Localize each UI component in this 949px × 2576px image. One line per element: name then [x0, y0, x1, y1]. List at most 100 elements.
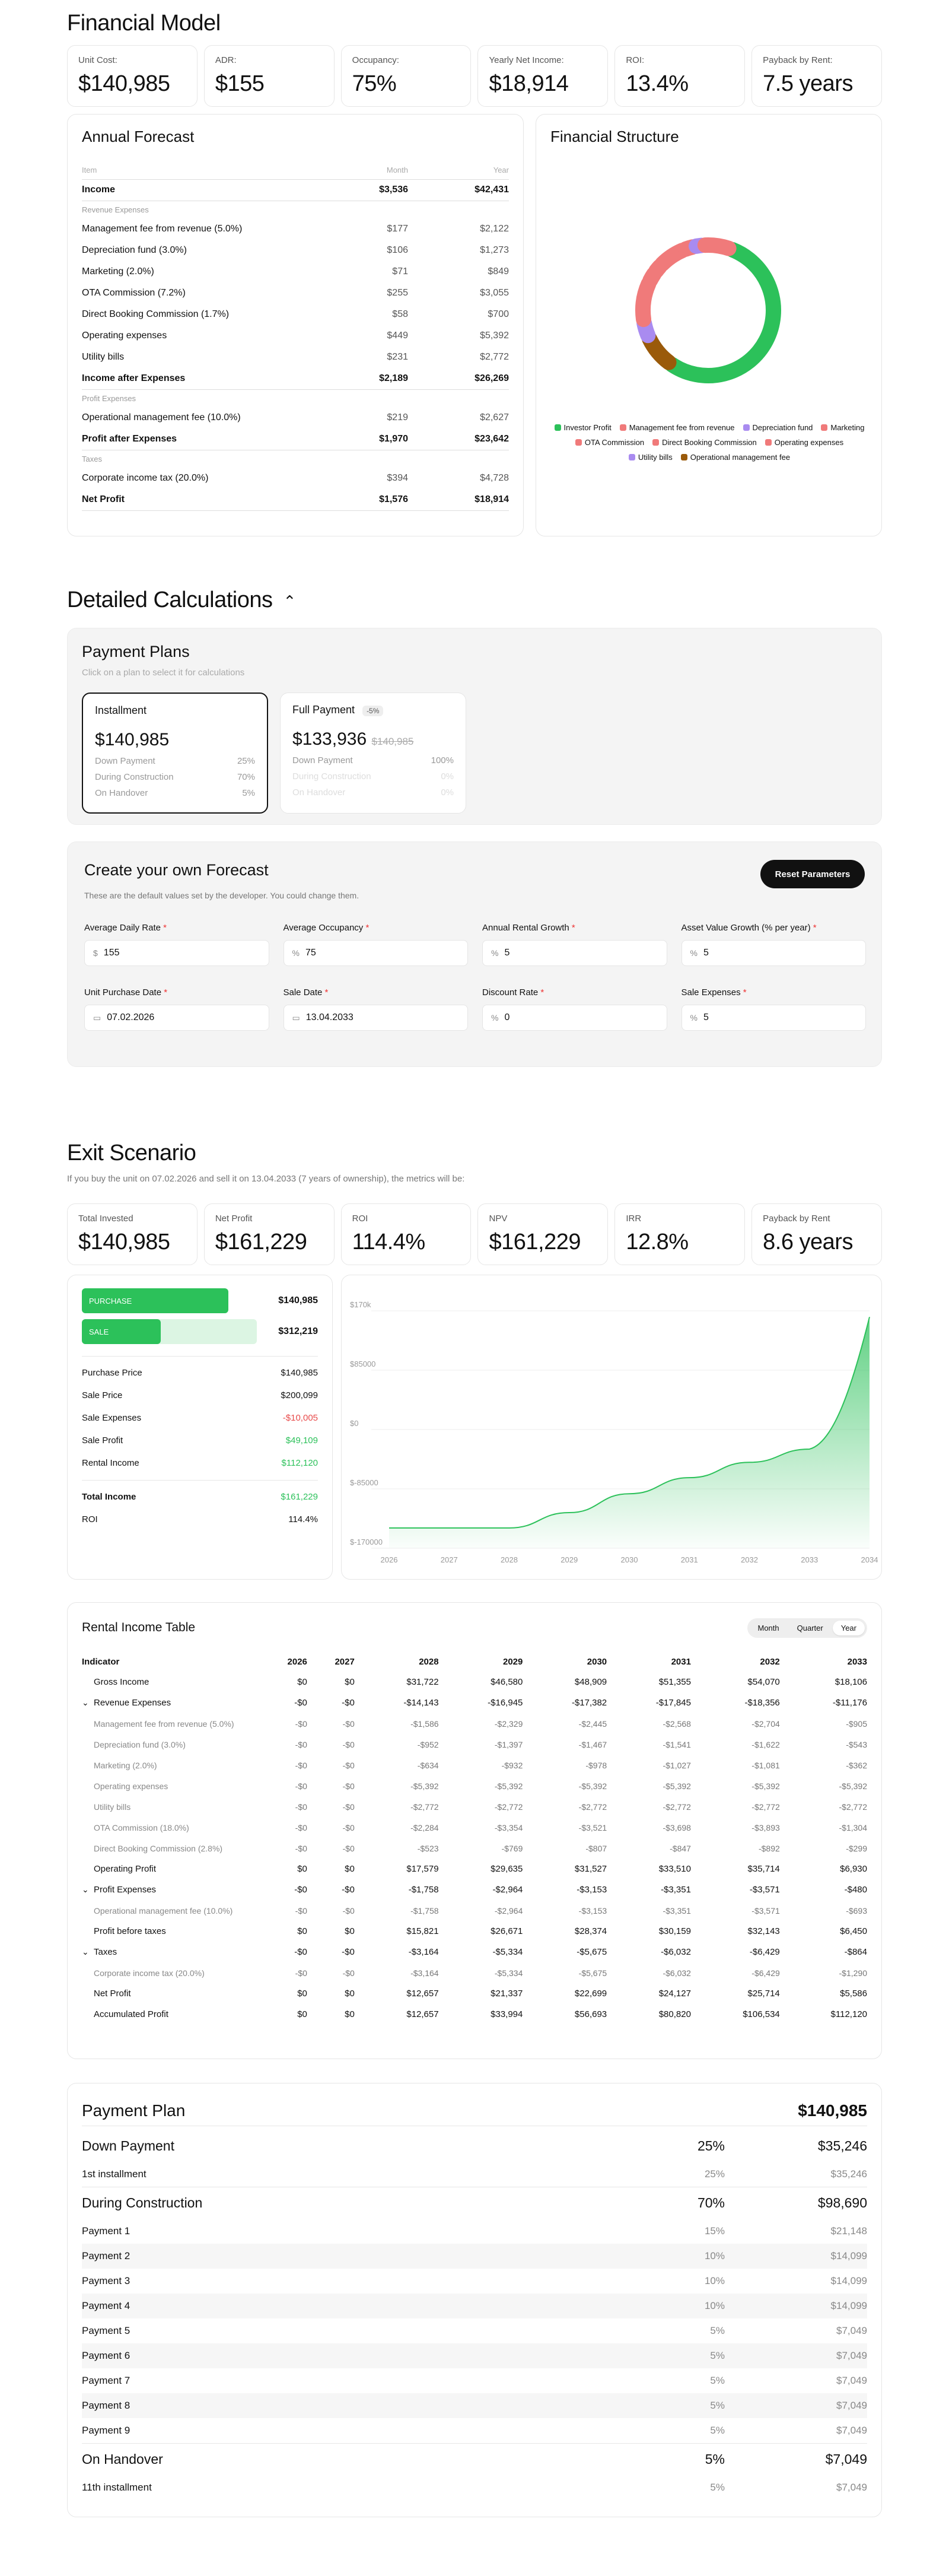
breakdown-row: Sale Profit $49,109: [82, 1429, 318, 1451]
payment-row: 11th installment 5% $7,049: [82, 2475, 867, 2500]
calendar-icon: ▭: [292, 1012, 300, 1022]
cell-value: -$5,392: [751, 1781, 780, 1791]
kpi-value: $140,985: [78, 71, 170, 96]
legend-item[interactable]: OTA Commission: [575, 438, 644, 447]
field-input[interactable]: $155: [84, 940, 269, 966]
row-label: OTA Commission (18.0%): [82, 1817, 260, 1838]
payment-percent: 5%: [710, 2375, 725, 2386]
column-header: 2033: [847, 1656, 867, 1667]
cell-value: -$952: [417, 1739, 439, 1749]
unit-prefix: %: [690, 1013, 698, 1022]
legend-dot: [821, 424, 828, 431]
row-label: Direct Booking Commission (2.8%): [82, 1838, 260, 1859]
legend-item[interactable]: Management fee from revenue: [619, 423, 735, 432]
field-label-text: Annual Rental Growth: [482, 923, 569, 933]
column-header: Item: [82, 161, 337, 180]
cell-value: -$480: [844, 1885, 867, 1895]
cumulative-profit-chart: $170k $85000 $0 $-85000 $-170000 2026 2027 2028…: [350, 1300, 878, 1564]
cell-value: -$2,445: [578, 1719, 607, 1729]
forecast-row: Taxes: [82, 450, 509, 468]
field-value: 5: [703, 1012, 709, 1022]
chevron-down-icon[interactable]: ⌄: [82, 1885, 89, 1894]
cell-value: -$2,704: [751, 1719, 780, 1729]
row-label-text: Corporate income tax (20.0%): [94, 1968, 205, 1978]
exit-kpi-row: Total Invested $140,985 Net Profit $161,229…: [67, 1203, 882, 1265]
required-asterisk: *: [740, 987, 747, 998]
payment-plan-title: Payment Plan: [82, 2101, 186, 2120]
payment-label: Payment 9: [82, 2424, 130, 2436]
forecast-row: Net Profit $1,576 $18,914: [82, 489, 509, 511]
field-input[interactable]: ▭ 07.02.2026: [84, 1005, 269, 1031]
legend-item[interactable]: Marketing: [821, 423, 864, 432]
cell-value: -$3,351: [663, 1905, 691, 1916]
cell-value: -$18,356: [744, 1698, 780, 1708]
payment-label: Payment 2: [82, 2244, 677, 2269]
forecast-row: Operating expenses $449 $5,392: [82, 325, 509, 347]
operating-expenses-slice[interactable]: [697, 237, 737, 256]
row-label[interactable]: ⌄ Revenue Expenses: [82, 1692, 260, 1713]
field-input[interactable]: ▭ 13.04.2033: [283, 1005, 468, 1031]
row-label: Net Profit: [82, 489, 337, 511]
field-input[interactable]: % 75: [283, 940, 468, 966]
cell-value: -$864: [844, 1947, 867, 1957]
year-value: $26,269: [408, 368, 509, 390]
cell-value: -$0: [342, 1885, 355, 1895]
cumulative-profit-line: [388, 1317, 870, 1529]
rental-income-card: Rental Income Table Month Quarter Year Ind…: [67, 1602, 882, 2059]
detailed-title: Detailed Calculations: [67, 587, 273, 612]
legend-item[interactable]: Operating expenses: [765, 438, 843, 447]
legend-item[interactable]: Operational management fee: [680, 453, 790, 462]
ota-commission-slice[interactable]: [635, 276, 657, 328]
legend-item[interactable]: Investor Profit: [554, 423, 612, 432]
toggle-month[interactable]: Month: [757, 1623, 779, 1632]
period-toggle: Month Quarter Year: [747, 1618, 867, 1638]
payment-amount: $7,049: [725, 2393, 867, 2418]
row-label-text: Operational management fee (10.0%): [94, 1905, 233, 1916]
payment-row: Payment 3 10% $14,099: [82, 2269, 867, 2294]
chevron-down-icon[interactable]: ⌄: [82, 1698, 89, 1707]
cell-value: $22,699: [574, 1989, 607, 1999]
toggle-quarter[interactable]: Quarter: [797, 1623, 823, 1632]
payment-percent: 5%: [710, 2325, 725, 2336]
row-label[interactable]: ⌄ Profit Expenses: [82, 1879, 260, 1900]
toggle-year[interactable]: Year: [832, 1620, 865, 1635]
table-row: ⌄ Taxes -$0 -$0 -$3,164 -$5,334 -$5,675 -$6,03…: [82, 1942, 867, 1962]
reset-parameters-button[interactable]: Reset Parameters: [760, 860, 865, 888]
plan-installment[interactable]: Installment $140,985 Down Payment 25% Duri…: [82, 693, 268, 814]
plan-full-payment[interactable]: Full Payment -5% $133,936 $140,985 Down …: [280, 693, 466, 814]
breakdown-label: Sale Price: [82, 1390, 123, 1400]
cell-value: -$2,568: [663, 1719, 691, 1729]
field-input[interactable]: % 5: [681, 940, 866, 966]
cell-value: $15,821: [406, 1926, 439, 1936]
table-row: Accumulated Profit $0 $0 $12,657 $33,994 $56,…: [82, 2004, 867, 2025]
cell-value: -$1,304: [839, 1822, 867, 1832]
table-row: Operating Profit $0 $0 $17,579 $29,635 $31,52…: [82, 1859, 867, 1879]
field-input[interactable]: % 5: [482, 940, 667, 966]
cell-value: -$0: [295, 1822, 307, 1832]
legend-item[interactable]: Utility bills: [628, 453, 673, 462]
cell-value: -$3,698: [663, 1822, 691, 1832]
breakdown-row: ROI 114.4%: [82, 1508, 318, 1530]
field-label: Asset Value Growth (% per year) *: [682, 923, 867, 933]
required-asterisk: *: [538, 987, 544, 998]
chevron-up-icon[interactable]: ⌃: [283, 592, 297, 610]
payment-label: On Handover: [82, 2442, 677, 2475]
field-input[interactable]: % 5: [681, 1005, 866, 1031]
x-tick-label: 2034: [861, 1555, 878, 1564]
cell-value: -$1,758: [408, 1885, 439, 1895]
operational-management-fee-slice[interactable]: [642, 331, 677, 370]
investor-profit-slice[interactable]: [664, 242, 781, 383]
field-input[interactable]: % 0: [482, 1005, 667, 1031]
breakdown-value: $49,109: [285, 1435, 318, 1446]
row-label[interactable]: ⌄ Taxes: [82, 1942, 260, 1962]
field-label: Sale Expenses *: [682, 987, 867, 998]
sale-bar: SALE: [82, 1319, 161, 1344]
legend-item[interactable]: Depreciation fund: [743, 423, 813, 432]
cell-value: $0: [345, 1926, 355, 1936]
kpi-value: $161,229: [215, 1230, 307, 1254]
chevron-down-icon[interactable]: ⌄: [82, 1947, 89, 1956]
y-tick-label: $0: [350, 1419, 358, 1428]
row-label-text: Revenue Expenses: [94, 1698, 171, 1708]
legend-item[interactable]: Direct Booking Commission: [652, 438, 757, 447]
detailed-header[interactable]: Detailed Calculations ⌃: [67, 587, 296, 613]
